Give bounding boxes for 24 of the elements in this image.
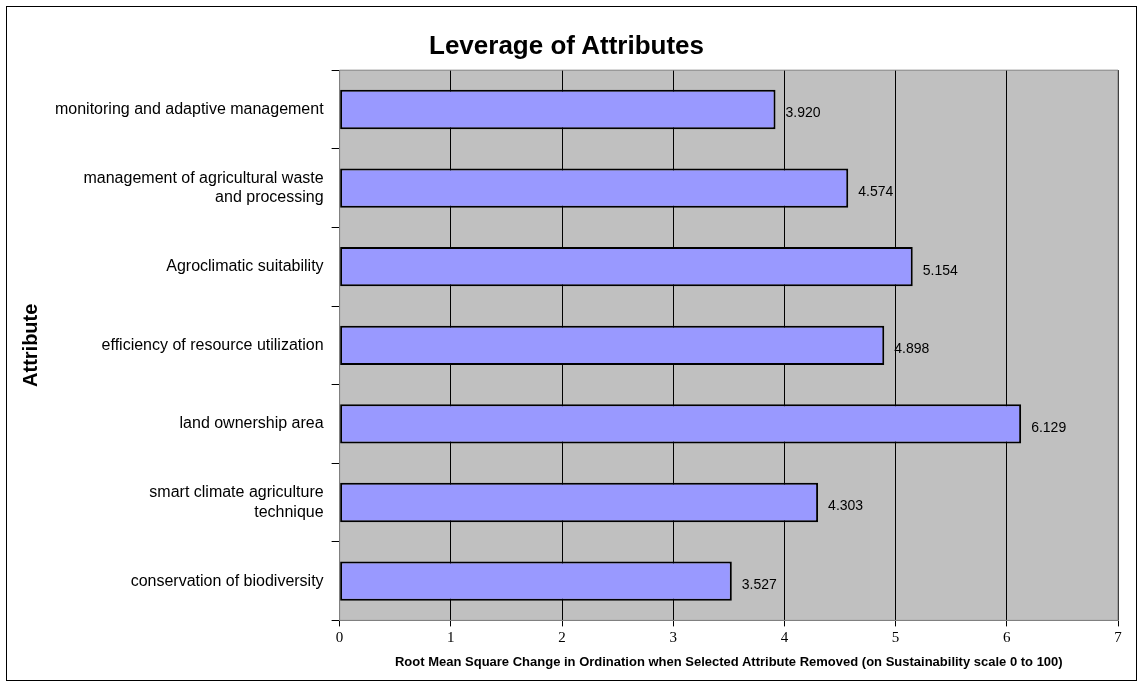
y-tick-label: management of agricultural waste and processing [83, 168, 324, 206]
x-tick-label: 6 [1003, 629, 1012, 646]
x-tick-label: 2 [558, 629, 566, 646]
x-tick-label: 0 [335, 629, 344, 646]
y-tick-label: smart climate agriculture technique [149, 483, 324, 520]
data-label: 4.303 [828, 497, 864, 514]
y-axis-title: Attribute [18, 303, 41, 387]
data-label: 5.154 [922, 261, 958, 278]
x-axis-title: Root Mean Square Change in Ordination when Selected Attribute Removed (on Sustainability scale 0 to 100) [394, 653, 1063, 669]
y-tick-label: Agroclimatic suitability [166, 257, 324, 275]
x-tick-label: 7 [1114, 629, 1123, 646]
data-label: 3.920 [785, 104, 821, 121]
chart-title: Leverage of Attributes [429, 29, 704, 60]
x-tick-label: 5 [891, 629, 900, 646]
x-tick-label: 4 [780, 629, 789, 646]
y-tick-label: conservation of biodiversity [130, 571, 324, 589]
data-label: 6.129 [1031, 418, 1067, 435]
x-tick-label: 1 [447, 629, 455, 646]
x-tick-label: 3 [669, 629, 677, 646]
data-label: 3.527 [741, 575, 778, 592]
y-tick-label: efficiency of resource utilization [101, 335, 324, 353]
y-tick-label: land ownership area [179, 414, 324, 432]
y-tick-label: monitoring and adaptive management [54, 99, 325, 117]
data-label: 4.574 [858, 182, 894, 199]
